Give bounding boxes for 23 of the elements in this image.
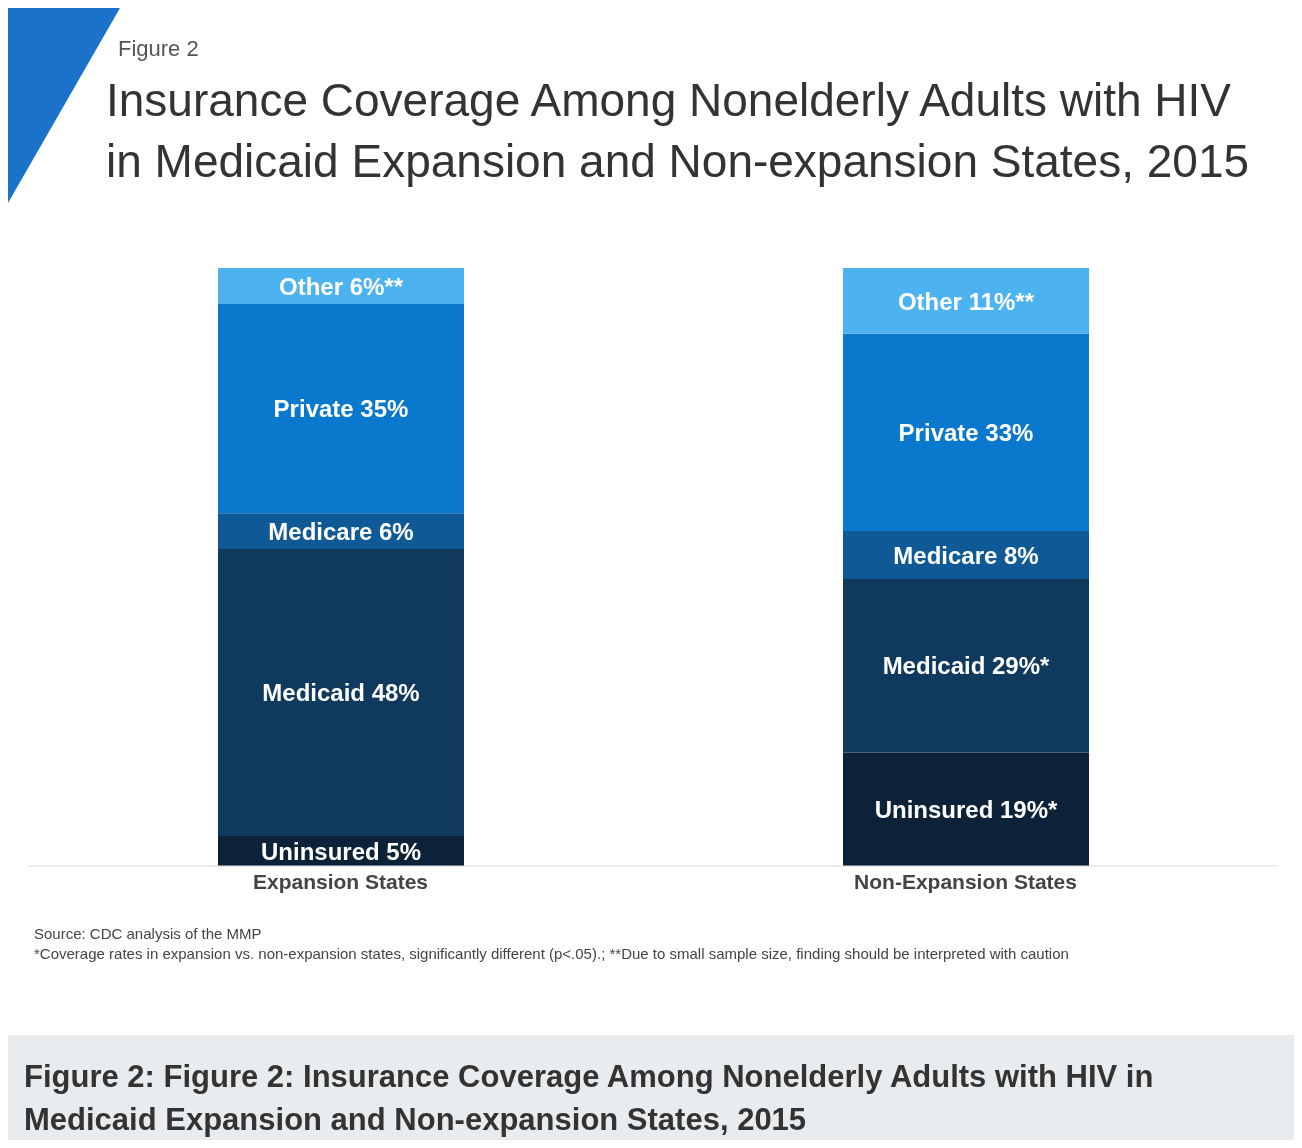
x-tick-label: Non-Expansion States xyxy=(854,869,1077,893)
caption: Figure 2 xyxy=(118,36,199,62)
bar xyxy=(843,268,1089,334)
x-tick-label: Expansion States xyxy=(252,869,429,893)
bar xyxy=(843,333,1089,532)
data-label: Private 35% xyxy=(273,395,409,423)
text: *Coverage rates in expansion vs. non-expansion states, significantly different (p<.05).; **Due to small sample size, finding should be interpreted with caution xyxy=(34,945,1069,962)
data-label: Medicare 6% xyxy=(268,517,414,545)
data-label: Medicaid 29%* xyxy=(882,652,1051,680)
data-label: Other 6%** xyxy=(278,272,404,300)
bar xyxy=(218,549,464,837)
caption: Figure 2: Figure 2: Insurance Coverage Among Nonelderly Adults with HIV in Medicaid Expansion and Non-expansion States, 2015 xyxy=(24,1059,1154,1137)
data-label: Medicaid 48% xyxy=(262,679,420,707)
data-label: Medicare 8% xyxy=(893,541,1039,569)
data-label: Uninsured 5% xyxy=(260,837,422,865)
data-label: Private 33% xyxy=(898,419,1034,447)
bar xyxy=(843,578,1089,753)
bar xyxy=(843,752,1089,866)
chart-title: Insurance Coverage Among Nonelderly Adults with HIV in Medicaid Expansion and Non-expansion States, 2015 xyxy=(106,74,1250,187)
data-label: Uninsured 19%* xyxy=(874,795,1059,823)
data-label: Other 11%** xyxy=(897,287,1035,315)
source-note: Source: CDC analysis of the MMP xyxy=(34,925,262,942)
bar xyxy=(218,303,464,514)
